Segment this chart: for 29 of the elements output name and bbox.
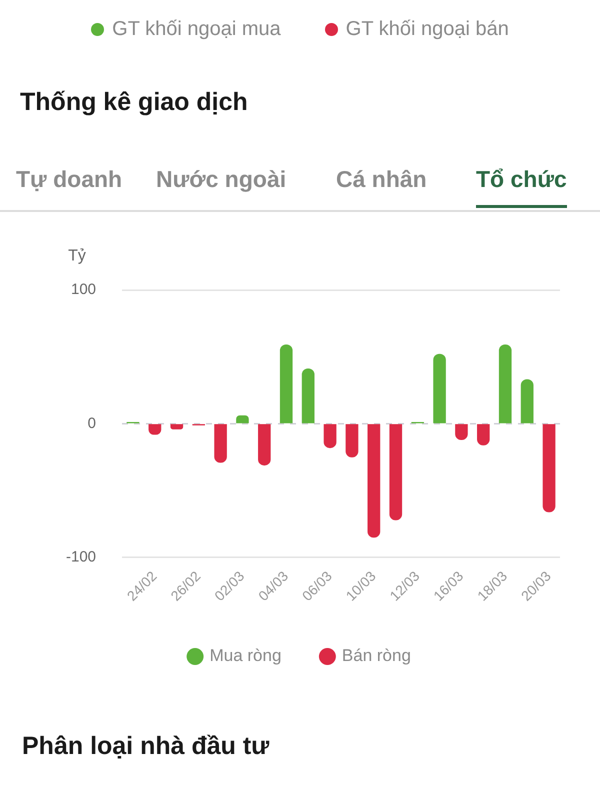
bar — [520, 379, 534, 424]
bar — [433, 354, 446, 424]
text: Tự doanh — [16, 166, 122, 194]
bar — [236, 415, 249, 424]
text: Nước ngoài — [156, 166, 286, 194]
bar — [542, 424, 556, 512]
legend-label: Mua ròng — [210, 646, 282, 666]
text: GT khối ngoại mua — [112, 18, 281, 41]
legend-label: Bán ròng — [342, 646, 411, 666]
chart-title: Thống kê giao dịch — [20, 88, 248, 117]
bar — [389, 424, 402, 520]
bar — [368, 424, 380, 538]
text: Tổ chức — [476, 166, 567, 208]
bar — [214, 424, 227, 463]
bar — [324, 424, 336, 448]
y-tick-label: 100 — [70, 281, 96, 298]
text: Cá nhân — [336, 166, 427, 194]
text: Phân loại nhà đầu tư — [22, 732, 270, 761]
bar — [346, 424, 358, 458]
text: GT khối ngoại bán — [346, 18, 509, 41]
bar — [258, 424, 271, 466]
y-axis-title: Tỷ — [68, 247, 86, 264]
y-tick-label: 0 — [88, 414, 96, 432]
bar — [170, 424, 184, 430]
bar — [477, 424, 490, 446]
y-tick-label: -100 — [66, 548, 96, 566]
bar — [498, 344, 512, 424]
bar — [302, 368, 314, 424]
bar — [280, 344, 293, 424]
